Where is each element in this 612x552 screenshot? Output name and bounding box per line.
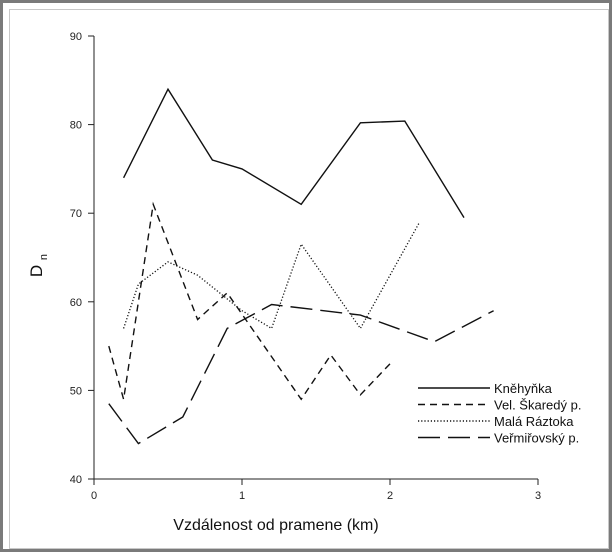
y-axis-title-subscript: n <box>38 254 50 260</box>
y-tick-label: 80 <box>70 120 82 132</box>
legend-label-2: Vel. Škaredý p. <box>494 398 581 413</box>
y-axis-title: D n <box>27 254 50 277</box>
y-axis-title-main: D <box>27 265 46 277</box>
x-tick-label: 0 <box>91 490 97 502</box>
legend: Kněhyňka Vel. Škaredý p.Malá Ráztoka Veřmi… <box>418 381 581 446</box>
y-tick-label: 40 <box>70 474 82 486</box>
legend-label-1: Kněhyňka <box>494 381 553 396</box>
series-line-3 <box>122 221 421 330</box>
axes: 40 50 60 70 80 90 0 1 2 3 <box>70 31 541 502</box>
legend-label-4: Veřmiřovský p. <box>494 431 579 446</box>
legend-label-3: Malá Ráztoka <box>494 414 574 429</box>
x-axis-title: Vzdálenost od pramene (km) <box>173 517 378 534</box>
series-line-1 <box>122 87 465 218</box>
plot-area <box>108 87 494 445</box>
y-tick-label: 90 <box>70 31 82 43</box>
x-tick-label: 1 <box>239 490 245 502</box>
series-line-2 <box>108 201 391 401</box>
y-tick-label: 50 <box>70 385 82 397</box>
series-line-4 <box>108 303 494 445</box>
y-tick-label: 70 <box>70 208 82 220</box>
x-tick-label: 3 <box>535 490 541 502</box>
y-tick-label: 60 <box>70 297 82 309</box>
chart-panel <box>9 9 609 549</box>
x-tick-label: 2 <box>387 490 393 502</box>
